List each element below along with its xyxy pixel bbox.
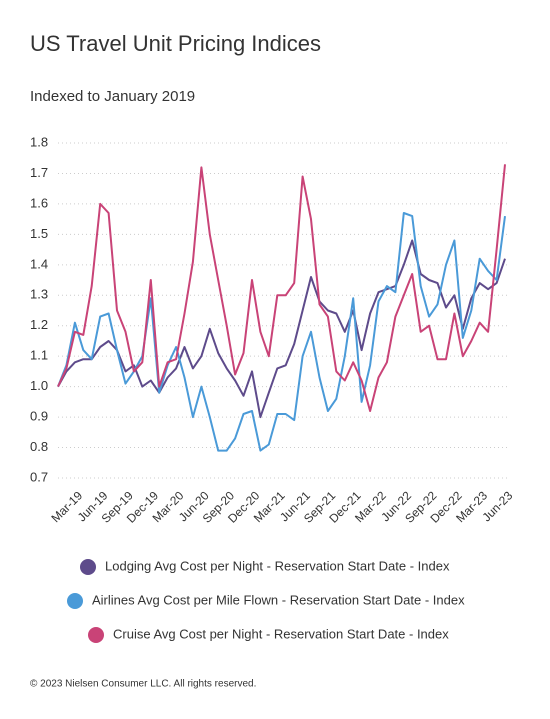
chart-title: US Travel Unit Pricing Indices — [30, 31, 321, 56]
y-tick-label: 1.0 — [30, 378, 48, 393]
series-line — [57, 164, 506, 412]
y-tick-label: 1.5 — [30, 226, 48, 241]
y-tick-label: 1.8 — [30, 134, 48, 149]
y-tick-label: 0.7 — [30, 469, 48, 484]
y-tick-label: 0.8 — [30, 439, 48, 454]
y-tick-label: 0.9 — [30, 409, 48, 424]
legend-label: Cruise Avg Cost per Night - Reservation … — [113, 626, 449, 641]
y-tick-label: 1.2 — [30, 317, 48, 332]
series-line — [57, 212, 506, 452]
legend-marker — [67, 593, 83, 609]
footer: © 2023 Nielsen Consumer LLC. All rights … — [30, 679, 256, 690]
chart-subtitle: Indexed to January 2019 — [30, 88, 195, 105]
legend-label: Airlines Avg Cost per Mile Flown - Reser… — [92, 592, 465, 607]
y-tick-label: 1.6 — [30, 195, 48, 210]
y-tick-label: 1.3 — [30, 287, 48, 302]
legend-marker — [88, 627, 104, 643]
y-tick-label: 1.4 — [30, 256, 48, 271]
legend-marker — [80, 559, 96, 575]
y-tick-label: 1.1 — [30, 348, 48, 363]
legend-label: Lodging Avg Cost per Night - Reservation… — [105, 558, 450, 573]
y-tick-label: 1.7 — [30, 165, 48, 180]
